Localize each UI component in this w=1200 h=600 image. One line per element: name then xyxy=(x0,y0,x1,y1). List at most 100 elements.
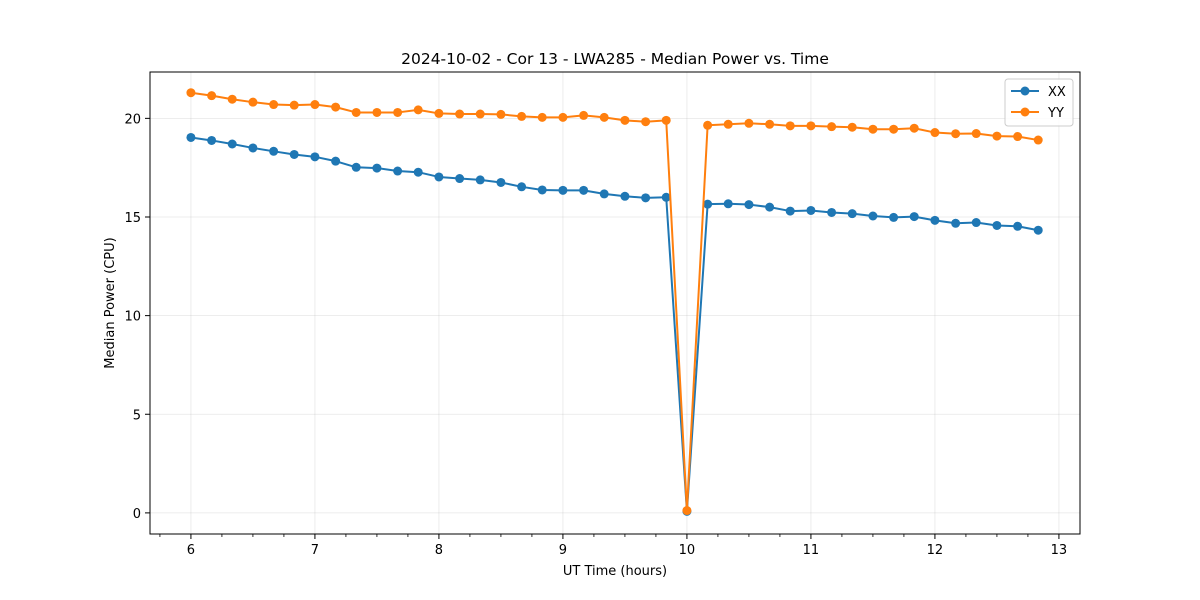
data-point-yy xyxy=(765,119,775,129)
data-point-yy xyxy=(227,94,237,104)
series-xx xyxy=(186,132,1043,516)
data-point-yy xyxy=(744,118,754,128)
data-point-yy xyxy=(641,117,651,127)
data-point-yy xyxy=(207,91,217,101)
data-point-yy xyxy=(496,109,506,119)
data-point-yy xyxy=(992,131,1002,141)
legend-label-xx: XX xyxy=(1048,85,1066,100)
y-tick-label: 20 xyxy=(124,112,141,127)
data-point-yy xyxy=(537,112,547,122)
data-point-yy xyxy=(289,100,299,110)
data-point-xx xyxy=(661,192,671,202)
y-tick-label: 0 xyxy=(133,507,141,522)
data-point-yy xyxy=(599,112,609,122)
data-point-xx xyxy=(186,132,196,142)
x-tick-label: 13 xyxy=(1051,543,1068,558)
data-point-yy xyxy=(475,109,485,119)
data-point-xx xyxy=(434,172,444,182)
data-point-yy xyxy=(455,109,465,119)
data-point-xx xyxy=(413,167,423,177)
data-point-xx xyxy=(558,185,568,195)
data-point-xx xyxy=(331,156,341,166)
data-point-yy xyxy=(393,107,403,117)
data-point-yy xyxy=(703,120,713,130)
grid xyxy=(150,72,1080,534)
data-point-yy xyxy=(413,105,423,115)
data-point-xx xyxy=(889,212,899,222)
data-point-yy xyxy=(909,123,919,133)
data-point-yy xyxy=(310,100,320,110)
data-point-xx xyxy=(785,206,795,216)
legend-marker-xx xyxy=(1020,86,1030,96)
data-point-xx xyxy=(1013,221,1023,231)
x-tick-label: 9 xyxy=(559,543,567,558)
data-point-xx xyxy=(393,166,403,176)
data-point-xx xyxy=(248,143,258,153)
y-tick-label: 5 xyxy=(133,408,141,423)
data-point-yy xyxy=(682,506,692,516)
axes-frame xyxy=(149,71,1081,535)
data-point-xx xyxy=(372,163,382,173)
data-point-xx xyxy=(599,189,609,199)
axis-ticks: 6 7 8 9 10 11 12 13 0 5 10 15 20 xyxy=(124,112,1067,558)
y-tick-label: 15 xyxy=(124,211,141,226)
data-point-xx xyxy=(475,175,485,185)
data-point-yy xyxy=(351,107,361,117)
data-point-xx xyxy=(868,211,878,221)
data-point-yy xyxy=(186,88,196,98)
y-axis-label: Median Power (CPU) xyxy=(103,237,118,368)
series-line-xx xyxy=(190,136,1039,513)
data-point-yy xyxy=(847,122,857,132)
data-point-xx xyxy=(289,149,299,159)
plot-area xyxy=(186,88,1043,516)
data-point-xx xyxy=(310,152,320,162)
data-point-xx xyxy=(992,220,1002,230)
x-tick-label: 7 xyxy=(311,543,319,558)
data-point-yy xyxy=(1013,132,1023,142)
data-point-xx xyxy=(269,146,279,156)
data-point-yy xyxy=(620,115,630,125)
data-point-xx xyxy=(951,218,961,228)
data-point-yy xyxy=(785,121,795,131)
data-point-xx xyxy=(537,185,547,195)
data-point-xx xyxy=(455,174,465,184)
data-point-xx xyxy=(806,205,816,215)
data-point-xx xyxy=(930,215,940,225)
data-point-xx xyxy=(765,202,775,212)
data-point-xx xyxy=(723,199,733,209)
legend-marker-yy xyxy=(1020,107,1030,117)
data-point-yy xyxy=(434,108,444,118)
data-point-xx xyxy=(227,139,237,149)
data-point-yy xyxy=(517,111,527,121)
data-point-yy xyxy=(827,122,837,132)
data-point-yy xyxy=(951,129,961,139)
data-point-yy xyxy=(1033,135,1043,145)
data-point-xx xyxy=(909,212,919,222)
series-yy xyxy=(186,88,1043,516)
data-point-xx xyxy=(827,207,837,217)
data-point-xx xyxy=(641,193,651,203)
data-point-yy xyxy=(372,107,382,117)
legend: XX YY xyxy=(1004,78,1074,127)
data-point-yy xyxy=(579,110,589,120)
data-point-xx xyxy=(971,218,981,228)
data-point-xx xyxy=(744,200,754,210)
data-point-yy xyxy=(558,112,568,122)
data-point-xx xyxy=(517,182,527,192)
data-point-yy xyxy=(971,129,981,139)
data-point-yy xyxy=(269,100,279,110)
chart-title: 2024-10-02 - Cor 13 - LWA285 - Median Po… xyxy=(401,50,829,68)
y-tick-label: 10 xyxy=(124,310,141,325)
data-point-xx xyxy=(496,177,506,187)
x-tick-label: 11 xyxy=(803,543,820,558)
data-point-yy xyxy=(868,124,878,134)
data-point-xx xyxy=(1033,225,1043,235)
legend-label-yy: YY xyxy=(1047,106,1064,121)
x-tick-label: 12 xyxy=(927,543,944,558)
x-tick-label: 8 xyxy=(435,543,443,558)
x-axis-label: UT Time (hours) xyxy=(563,564,667,579)
data-point-yy xyxy=(889,124,899,134)
data-point-yy xyxy=(723,119,733,129)
data-point-yy xyxy=(331,102,341,112)
